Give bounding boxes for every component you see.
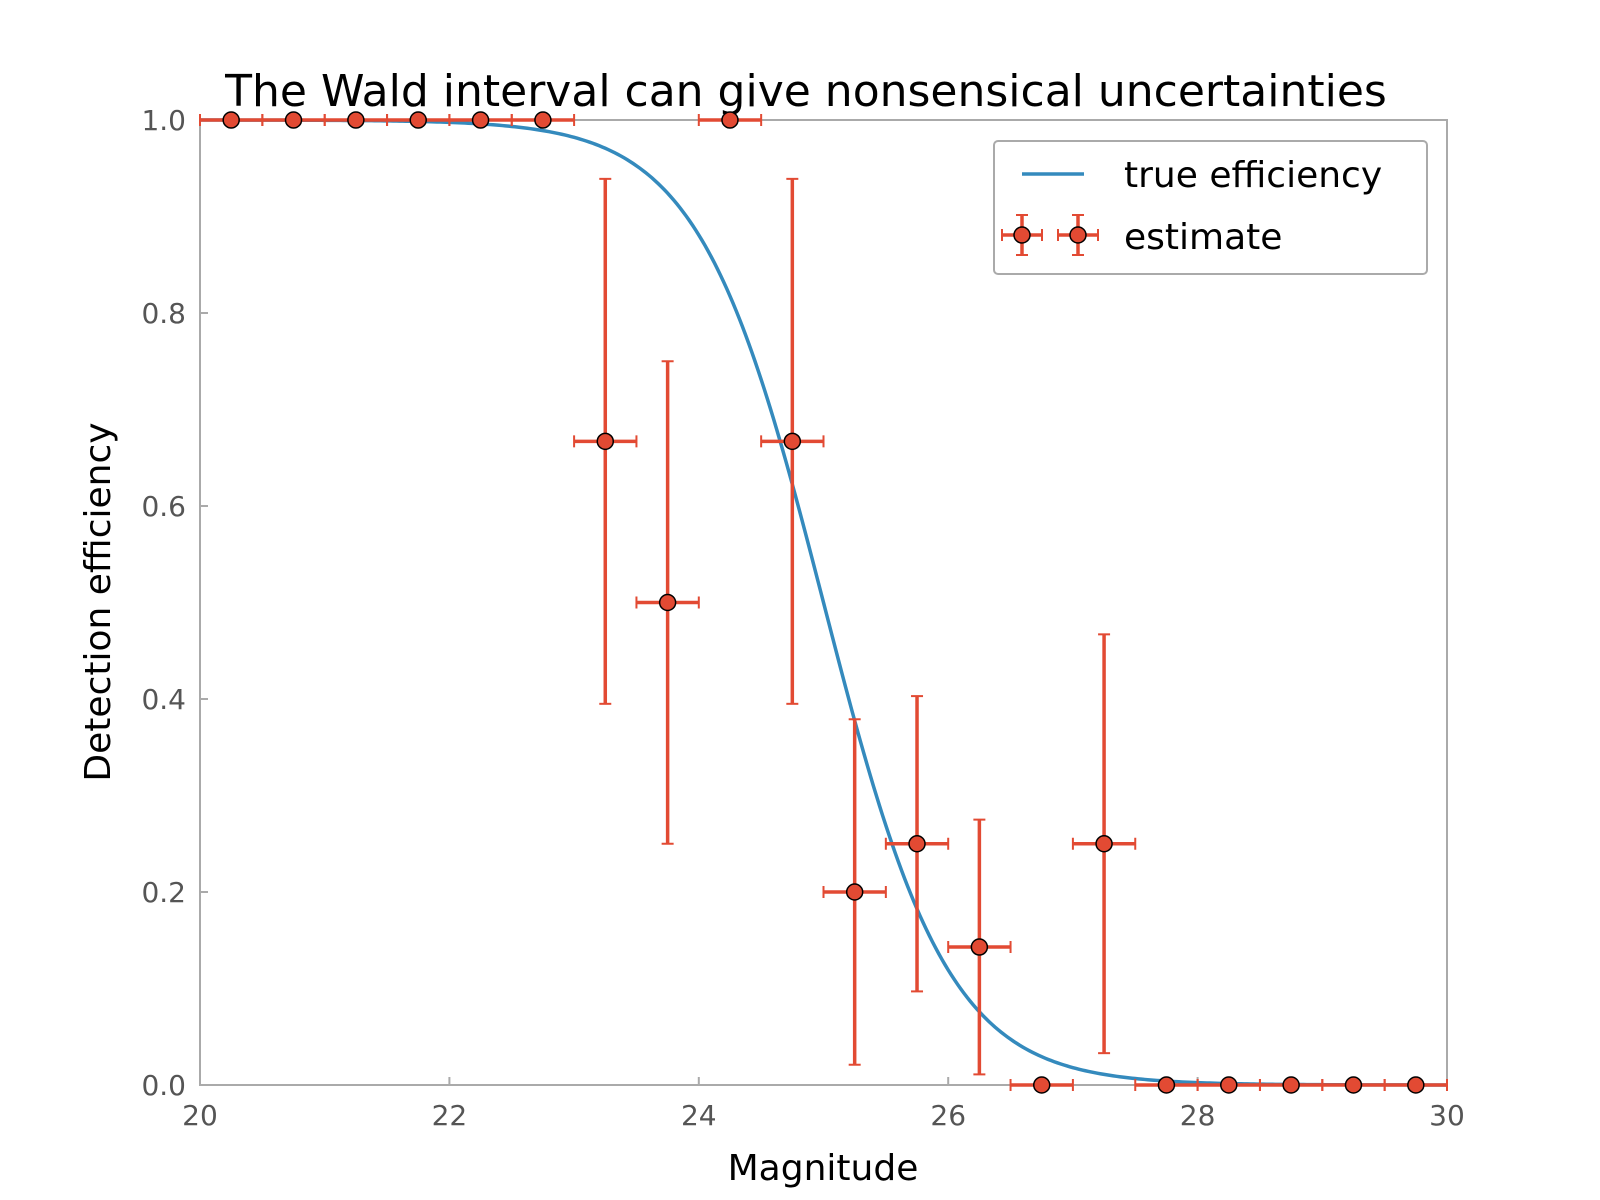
chart-title: The Wald interval can give nonsensical u… <box>224 66 1387 117</box>
y-tick-label: 0.4 <box>141 683 186 716</box>
x-tick-label: 28 <box>1180 1099 1216 1132</box>
x-axis-ticks: 20 22 24 26 28 30 <box>182 1077 1465 1132</box>
legend-estimate-marker <box>1013 226 1031 244</box>
estimate-point-group <box>1009 1076 1074 1094</box>
estimate-point-group <box>1071 633 1137 1055</box>
estimate-point <box>596 432 615 451</box>
y-tick-label: 0.6 <box>141 490 186 523</box>
estimate-point <box>783 432 802 451</box>
estimate-point-group <box>1321 1076 1386 1094</box>
estimate-point-group <box>261 111 326 129</box>
estimate-point-group <box>884 695 950 993</box>
estimate-point-group <box>510 111 576 129</box>
legend-estimate-marker <box>1069 226 1087 244</box>
y-axis-label: Detection efficiency <box>78 422 119 781</box>
legend-estimate-swatch <box>1001 214 1099 256</box>
y-tick-label: 1.0 <box>141 104 186 137</box>
estimate-point-group <box>386 111 451 129</box>
x-axis-label: Magnitude <box>728 1148 919 1189</box>
x-tick-label: 22 <box>432 1099 468 1132</box>
estimate-point <box>1344 1076 1363 1094</box>
x-tick-label: 26 <box>930 1099 966 1132</box>
x-tick-label: 24 <box>681 1099 717 1132</box>
estimate-point <box>1032 1076 1051 1094</box>
y-axis-ticks: 0.0 0.2 0.4 0.6 0.8 1.0 <box>141 104 208 1102</box>
estimate-point-group <box>760 177 825 705</box>
estimate-point-group <box>448 111 513 129</box>
y-tick-label: 0.2 <box>141 876 186 909</box>
estimate-point-group <box>1134 1076 1199 1094</box>
legend-label-estimate: estimate <box>1124 217 1282 258</box>
estimate-point <box>222 111 240 129</box>
estimate-point-group <box>1383 1076 1448 1094</box>
estimate-point <box>1282 1076 1300 1094</box>
estimate-point <box>1157 1076 1176 1094</box>
estimate-point <box>908 835 926 853</box>
legend-label-true-efficiency: true efficiency <box>1124 155 1382 196</box>
estimate-point <box>1407 1076 1425 1094</box>
legend: true efficiency estimate <box>993 140 1428 275</box>
estimate-point <box>658 593 677 612</box>
estimate-point-group <box>635 360 700 845</box>
estimate-point <box>471 111 490 129</box>
estimate-point <box>534 111 552 129</box>
legend-box <box>993 140 1428 275</box>
plot-area: 20 22 24 26 28 30 0.0 0.2 0.4 0.6 0.8 1.0 <box>141 104 1464 1132</box>
estimate-point <box>721 111 739 129</box>
estimate-point <box>284 111 303 129</box>
estimate-point-group <box>947 818 1012 1076</box>
estimate-point <box>409 111 427 129</box>
estimate-errorbars <box>199 111 1448 1094</box>
estimate-point <box>347 111 365 129</box>
x-tick-label: 20 <box>182 1099 218 1132</box>
estimate-point <box>845 883 864 901</box>
estimate-point <box>1220 1076 1238 1094</box>
estimate-point-group <box>573 177 638 705</box>
y-tick-label: 0.0 <box>141 1069 186 1102</box>
estimate-point <box>1095 835 1113 853</box>
estimate-point-group <box>1258 1076 1324 1094</box>
estimate-point <box>970 938 989 956</box>
y-tick-label: 0.8 <box>141 297 186 330</box>
x-tick-label: 30 <box>1429 1099 1465 1132</box>
estimate-point-group <box>697 111 763 129</box>
estimate-point-group <box>822 718 887 1066</box>
